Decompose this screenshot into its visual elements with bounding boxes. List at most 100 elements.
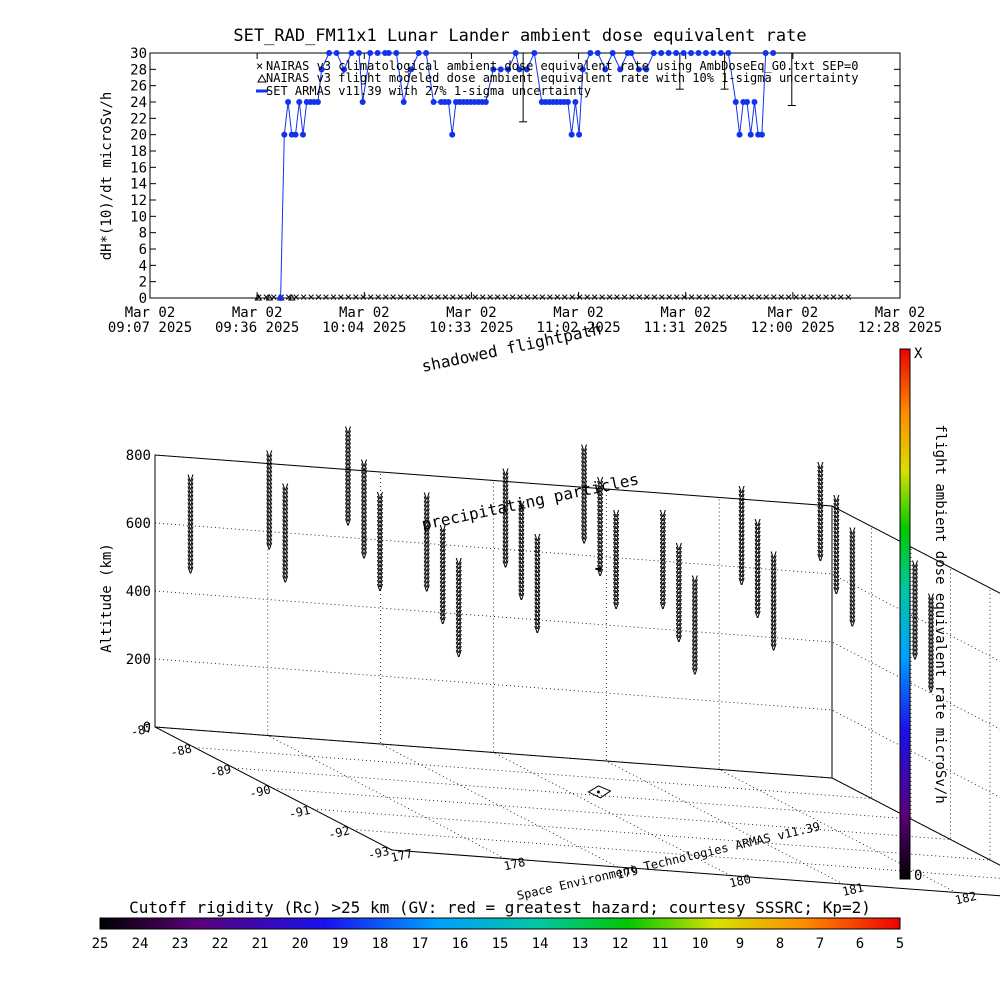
particle-marker: v [817, 482, 824, 496]
particle-marker: v [187, 471, 194, 485]
box-outline [391, 849, 1000, 897]
particle-marker: v [770, 636, 777, 650]
particle-marker: v [266, 511, 273, 525]
particle-marker: v [439, 601, 446, 615]
particle-marker: v [597, 521, 604, 535]
particle-marker: v [344, 435, 351, 449]
particle-marker: v [455, 626, 462, 640]
particle-marker: v [534, 582, 541, 596]
particle-marker: v [691, 644, 698, 658]
particle-marker: v [833, 503, 840, 517]
armas-data-point [512, 50, 519, 56]
particle-marker: v [534, 562, 541, 576]
particle-marker: v [691, 640, 698, 654]
dose-colorbar-max: X [914, 346, 923, 362]
particle-marker: v [770, 564, 777, 578]
dose-colorbar: X 0 flight ambient dose equivalent rate … [899, 346, 948, 884]
particle-marker: v [455, 634, 462, 648]
particle-marker: v [675, 575, 682, 589]
particle-marker: v [502, 528, 509, 542]
x-tick-label: Mar 02 [660, 305, 711, 321]
particle-marker: v [597, 557, 604, 571]
particle-marker: v [266, 451, 273, 465]
armas-data-point [568, 131, 575, 138]
particle-marker: v [534, 590, 541, 604]
timeseries-data: × × × × × × × × × × × × × × × × × × × × × × × × × × × × × × × × × × × × × × × ×… [254, 50, 852, 304]
particle-marker: v [423, 540, 430, 554]
particle-marker: v [911, 641, 918, 655]
particle-marker: v [423, 512, 430, 526]
particle-marker: v [518, 525, 525, 539]
particle-marker: v [282, 483, 289, 497]
particle-marker: v [266, 519, 273, 533]
armas-data-point [628, 50, 635, 56]
nairas-climatological-marker: × [412, 290, 419, 304]
particle-marker: v [502, 556, 509, 570]
nairas-climatological-marker: × [837, 290, 844, 304]
particle-marker: v [754, 587, 761, 601]
armas-data-point [695, 50, 702, 56]
particle-marker: v [360, 467, 367, 481]
particle-marker: v [581, 520, 588, 534]
particle-marker: v [770, 604, 777, 618]
particle-marker: v [817, 458, 824, 472]
particle-marker: v [849, 552, 856, 566]
particle-marker: v [597, 545, 604, 559]
particle-marker: v [927, 677, 934, 691]
particle-marker: v [187, 531, 194, 545]
particle-marker: v [502, 500, 509, 514]
particle-marker: v [360, 503, 367, 517]
particle-marker: v [282, 519, 289, 533]
particle-marker: v [597, 489, 604, 503]
cutoff-rigidity-tick-label: 22 [212, 936, 229, 952]
particle-marker: v [502, 488, 509, 502]
armas-data-point [285, 99, 292, 105]
particle-marker: v [581, 472, 588, 486]
particle-marker: v [502, 504, 509, 518]
particle-marker: v [518, 557, 525, 571]
particle-marker: v [613, 510, 620, 524]
particle-marker: v [597, 493, 604, 507]
nairas-flight-marker [254, 294, 263, 301]
particle-marker: v [927, 601, 934, 615]
particle-marker: v [455, 646, 462, 660]
particle-marker: v [266, 471, 273, 485]
armas-data-point [732, 99, 739, 105]
particle-marker: v [439, 573, 446, 587]
particle-marker: v [282, 531, 289, 545]
particle-marker: v [754, 583, 761, 597]
particle-marker: v [344, 495, 351, 509]
particle-marker: v [927, 589, 934, 603]
cutoff-rigidity-tick-label: 5 [896, 936, 904, 952]
particle-marker: v [849, 568, 856, 582]
particle-marker: v [266, 467, 273, 481]
particle-marker: v [439, 589, 446, 603]
particle-marker: v [817, 526, 824, 540]
particle-marker: v [597, 505, 604, 519]
nairas-climatological-marker: × [763, 290, 770, 304]
particle-marker: v [597, 525, 604, 539]
particle-marker: v [502, 476, 509, 490]
y-tick-label: -91 [287, 803, 311, 822]
particle-marker: v [849, 600, 856, 614]
particle-marker: v [187, 543, 194, 557]
nairas-climatological-marker: × [464, 290, 471, 304]
particle-marker: v [770, 608, 777, 622]
particle-marker: v [911, 565, 918, 579]
particle-marker: v [675, 559, 682, 573]
particle-marker: v [691, 580, 698, 594]
cutoff-rigidity-title: Cutoff rigidity (Rc) >25 km (GV: red = g… [129, 898, 871, 917]
armas-data-point [576, 131, 583, 138]
nairas-climatological-marker: × [613, 290, 620, 304]
nairas-climatological-marker: × [733, 290, 740, 304]
nairas-climatological-marker: × [703, 290, 710, 304]
particle-marker: v [911, 617, 918, 631]
x-tick-label: 11:02 2025 [536, 320, 620, 336]
nairas-climatological-marker: × [725, 290, 732, 304]
particle-marker: v [502, 548, 509, 562]
particle-marker: v [455, 574, 462, 588]
particle-marker: v [581, 444, 588, 458]
particle-marker: v [675, 631, 682, 645]
nairas-climatological-marker: × [546, 290, 553, 304]
particle-marker: v [927, 621, 934, 635]
